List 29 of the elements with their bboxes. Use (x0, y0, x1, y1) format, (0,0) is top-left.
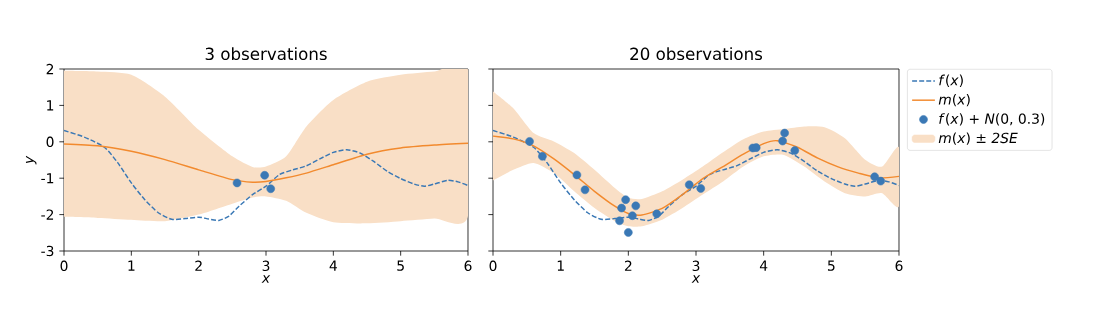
x-tick-label: 2 (195, 260, 202, 271)
x-tick-label: 1 (557, 260, 564, 271)
x-tick-label: 6 (895, 260, 903, 272)
x-tick-label: 0 (489, 260, 497, 272)
legend-label: m(x) (938, 93, 970, 107)
x-tick-label: 6 (464, 260, 472, 272)
y-tick-label: -3 (41, 245, 54, 257)
chart-title: 20 observations (630, 47, 763, 61)
x-tick-label: 1 (128, 260, 135, 271)
y-axis-title: y (25, 155, 37, 165)
x-tick-label: 0 (60, 260, 68, 272)
y-tick-label: -1 (41, 173, 54, 184)
x-tick-label: 5 (827, 260, 835, 271)
legend-label: f(x) (939, 74, 963, 87)
x-tick-label: 4 (329, 260, 337, 271)
x-tick-label: 3 (692, 260, 700, 272)
legend-label: f(x) + N(0, 0.3) (939, 113, 1045, 126)
y-tick-label: -2 (41, 209, 54, 220)
x-axis-title: x (691, 275, 701, 283)
x-tick-label: 4 (759, 260, 768, 271)
chart-title: 3 observations (205, 47, 327, 61)
x-tick-label: 3 (262, 260, 270, 272)
x-tick-label: 2 (624, 260, 632, 271)
y-tick-label: 0 (46, 136, 54, 148)
y-tick-label: 1 (47, 100, 54, 111)
y-tick-label: 2 (46, 63, 54, 75)
legend-label: m(x) ± 2SE (938, 132, 1018, 145)
x-tick-label: 5 (397, 260, 404, 271)
x-axis-title: x (261, 275, 271, 283)
